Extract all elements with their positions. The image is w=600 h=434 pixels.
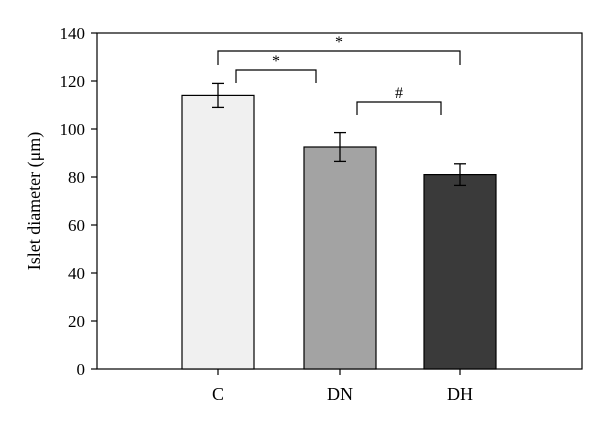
y-tick-label: 40 (68, 264, 85, 283)
y-axis-title: Islet diameter (μm) (24, 132, 45, 271)
y-tick-label: 20 (68, 312, 85, 331)
y-tick-label: 120 (60, 72, 86, 91)
y-tick-label: 100 (60, 120, 86, 139)
y-tick-label: 0 (77, 360, 86, 379)
y-tick-label: 80 (68, 168, 85, 187)
plot-area: 0 20 40 60 80 100 120 140 C DN DH * * # (60, 24, 583, 404)
x-tick-label: C (212, 384, 224, 404)
x-tick-label: DH (447, 384, 473, 404)
significance-label: * (335, 34, 343, 51)
y-tick-label: 140 (60, 24, 86, 43)
x-tick-label: DN (327, 384, 353, 404)
significance-label: * (272, 53, 280, 70)
significance-bracket (235, 69, 317, 83)
significance-bracket (356, 101, 442, 115)
bar-dn (303, 146, 377, 370)
bar-c (181, 94, 255, 370)
significance-bracket (217, 50, 461, 65)
significance-label: # (395, 85, 403, 102)
y-tick-label: 60 (68, 216, 85, 235)
y-axis-title-group: Islet diameter (μm) (24, 132, 45, 271)
bar-dh (423, 174, 497, 370)
